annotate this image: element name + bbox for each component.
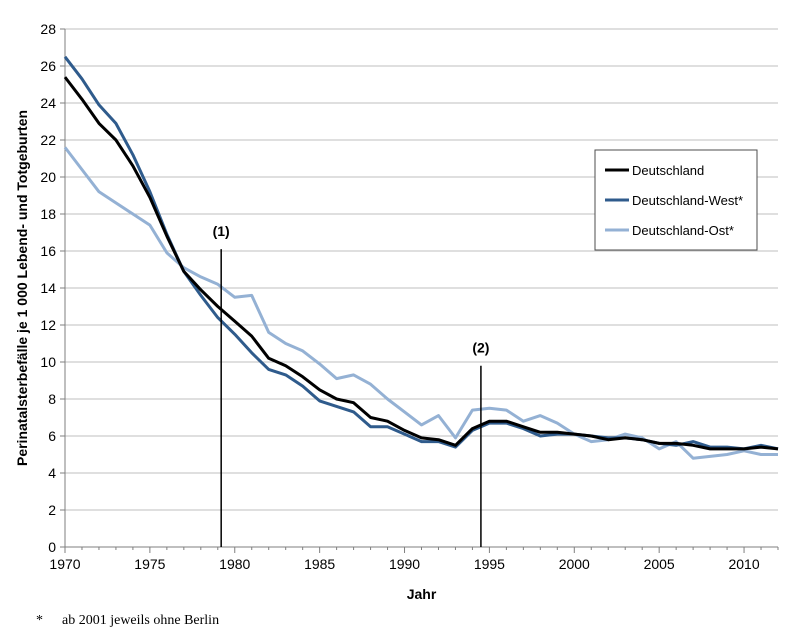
y-tick-label: 6: [48, 428, 56, 444]
y-tick-label: 22: [40, 132, 56, 148]
y-tick-label: 10: [40, 354, 56, 370]
series-lines: [63, 55, 779, 460]
marker-label: (1): [213, 223, 230, 239]
x-axis-ticks: 1970 1975 1980 1985 1990 1995 2000 2005 2010: [49, 547, 779, 572]
legend-label: Deutschland-Ost*: [632, 223, 734, 238]
x-tick-label: 1980: [219, 556, 250, 572]
y-tick-label: 20: [40, 169, 56, 185]
series-line-deutschland: [63, 76, 779, 451]
series-line-deutschland-ost: [63, 146, 778, 460]
y-tick-label: 26: [40, 58, 56, 74]
y-tick-label: 12: [40, 317, 56, 333]
x-tick-label: 1970: [49, 556, 80, 572]
legend-label: Deutschland-West*: [632, 193, 743, 208]
y-tick-label: 24: [40, 95, 56, 111]
annotation-markers: (1) (2): [213, 223, 489, 547]
y-axis-title: Perinatalsterbefälle je 1 000 Lebend- un…: [14, 110, 30, 466]
x-axis-title: Jahr: [407, 586, 437, 602]
y-tick-label: 2: [48, 502, 56, 518]
marker-label: (2): [472, 340, 489, 356]
x-tick-label: 1995: [474, 556, 505, 572]
footnote-marker: *: [36, 613, 43, 628]
y-tick-label: 0: [48, 539, 56, 555]
x-tick-label: 1990: [389, 556, 420, 572]
x-tick-label: 2010: [728, 556, 759, 572]
series-line-deutschland-west: [63, 55, 779, 451]
footnote-text: ab 2001 jeweils ohne Berlin: [62, 613, 220, 628]
x-tick-label: 2000: [559, 556, 590, 572]
x-tick-label: 1985: [304, 556, 335, 572]
y-tick-label: 8: [48, 391, 56, 407]
grid-lines: [65, 28, 778, 511]
y-tick-label: 18: [40, 206, 56, 222]
legend-label: Deutschland: [632, 163, 704, 178]
y-tick-label: 14: [40, 280, 56, 296]
x-tick-label: 2005: [644, 556, 675, 572]
legend: Deutschland Deutschland-West* Deutschland-…: [594, 149, 758, 251]
footnote: * ab 2001 jeweils ohne Berlin: [36, 613, 219, 629]
y-tick-label: 28: [40, 21, 56, 37]
y-tick-label: 16: [40, 243, 56, 259]
x-tick-label: 1975: [134, 556, 165, 572]
y-tick-label: 4: [48, 465, 56, 481]
